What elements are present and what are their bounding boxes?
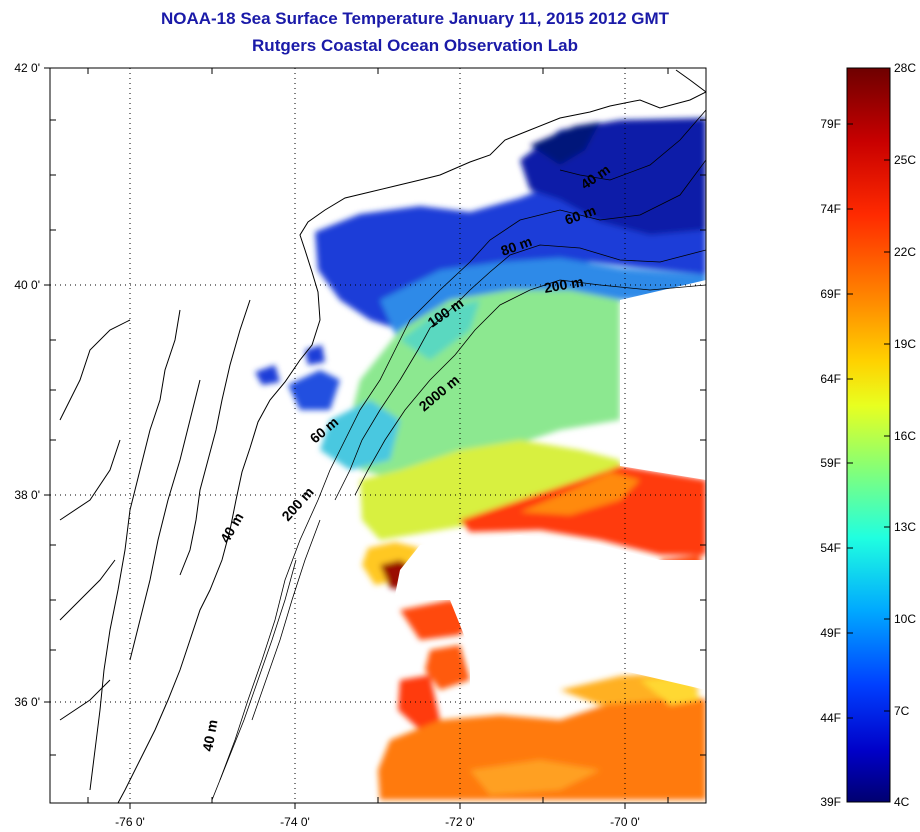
colorbar-c-label: 19C — [894, 337, 916, 351]
colorbar-f-label: 44F — [820, 711, 841, 725]
map-title: NOAA-18 Sea Surface Temperature January … — [160, 9, 670, 28]
lat-label: 36 0' — [14, 695, 40, 709]
colorbar-c-label: 22C — [894, 245, 916, 259]
colorbar-c-label: 13C — [894, 520, 916, 534]
colorbar-f-label: 39F — [820, 795, 841, 809]
colorbar-c-label: 25C — [894, 153, 916, 167]
colorbar — [846, 67, 891, 803]
lon-label: -74 0' — [280, 815, 310, 829]
colorbar-c-label: 28C — [894, 61, 916, 75]
lat-label: 40 0' — [14, 278, 40, 292]
sst-imagery — [255, 118, 706, 800]
lon-label: -70 0' — [610, 815, 640, 829]
lon-label: -76 0' — [115, 815, 145, 829]
contour-label: 200 m — [543, 273, 585, 296]
colorbar-celsius-labels: 28C 25C 22C 19C 16C 13C 10C 7C 4C — [894, 61, 916, 809]
colorbar-c-label: 16C — [894, 429, 916, 443]
colorbar-f-label: 49F — [820, 626, 841, 640]
colorbar-ticks — [847, 67, 890, 719]
colorbar-c-label: 7C — [894, 704, 910, 718]
coastline — [59, 69, 706, 803]
colorbar-f-label: 54F — [820, 541, 841, 555]
latitude-labels: 42 0' 40 0' 38 0' 36 0' — [14, 61, 40, 709]
colorbar-f-label: 79F — [820, 117, 841, 131]
longitude-labels: -76 0' -74 0' -72 0' -70 0' — [115, 815, 640, 829]
lon-label: -72 0' — [445, 815, 475, 829]
colorbar-f-label: 64F — [820, 372, 841, 386]
colorbar-f-label: 59F — [820, 456, 841, 470]
colorbar-c-label: 10C — [894, 612, 916, 626]
map-ticks — [44, 67, 706, 809]
colorbar-f-label: 69F — [820, 287, 841, 301]
lat-label: 38 0' — [14, 488, 40, 502]
lat-label: 42 0' — [14, 61, 40, 75]
colorbar-fahrenheit-labels: 79F 74F 69F 64F 59F 54F 49F 44F 39F — [820, 117, 841, 809]
map-subtitle: Rutgers Coastal Ocean Observation Lab — [252, 36, 578, 55]
contour-label: 40 m — [199, 718, 220, 752]
colorbar-f-label: 74F — [820, 202, 841, 216]
colorbar-c-label: 4C — [894, 795, 910, 809]
bathymetry-contours — [211, 109, 706, 801]
